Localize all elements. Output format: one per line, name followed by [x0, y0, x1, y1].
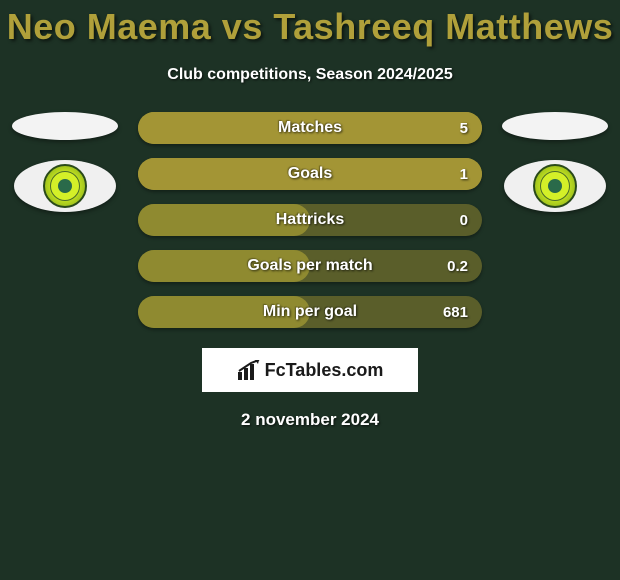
brand-watermark: FcTables.com [202, 348, 418, 392]
stat-value: 0.2 [447, 258, 468, 275]
date-text: 2 november 2024 [0, 410, 620, 430]
stat-value: 0 [460, 212, 468, 229]
stat-value: 1 [460, 166, 468, 183]
club-badge-icon [43, 164, 87, 208]
stat-bar: Matches 5 [138, 112, 482, 144]
player-left-avatar [12, 112, 118, 140]
stat-bar: Goals per match 0.2 [138, 250, 482, 282]
stat-bar: Min per goal 681 [138, 296, 482, 328]
stat-label: Matches [278, 119, 342, 137]
stat-value: 5 [460, 120, 468, 137]
brand-chart-icon [237, 360, 261, 380]
player-right-avatar [502, 112, 608, 140]
stat-bar: Goals 1 [138, 158, 482, 190]
subtitle: Club competitions, Season 2024/2025 [0, 66, 620, 84]
stat-bars: Matches 5 Goals 1 Hattricks 0 Goals per match 0… [138, 112, 482, 328]
stat-label: Min per goal [263, 303, 357, 321]
stat-label: Goals per match [247, 257, 372, 275]
club-left-badge [14, 160, 116, 212]
club-badge-icon [533, 164, 577, 208]
comparison-row: Matches 5 Goals 1 Hattricks 0 Goals per match 0… [0, 112, 620, 328]
page-title: Neo Maema vs Tashreeq Matthews [0, 0, 620, 48]
club-right-badge [504, 160, 606, 212]
stat-label: Goals [288, 165, 332, 183]
left-column [10, 112, 120, 212]
brand-text: FcTables.com [265, 360, 384, 381]
right-column [500, 112, 610, 212]
stat-label: Hattricks [276, 211, 344, 229]
stat-bar: Hattricks 0 [138, 204, 482, 236]
stat-value: 681 [443, 304, 468, 321]
